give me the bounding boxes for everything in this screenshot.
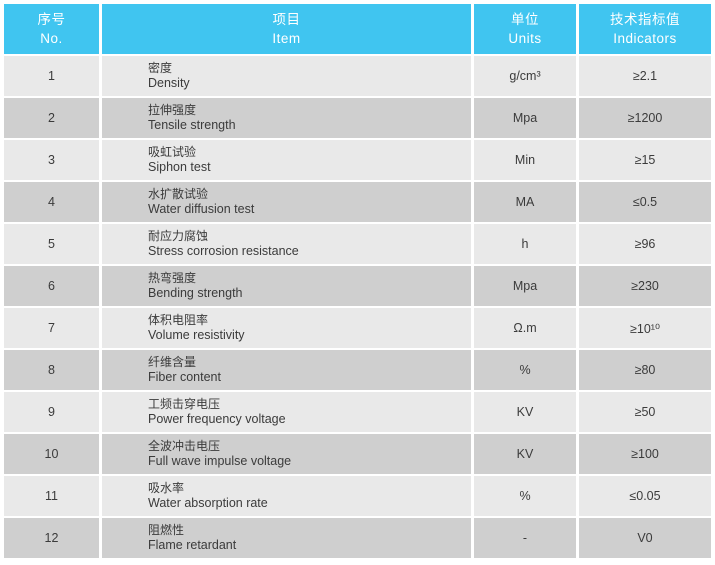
item-name-en: Density xyxy=(148,76,190,90)
row-no-cell: 11 xyxy=(4,476,99,516)
row-value-cell: ≥80 xyxy=(579,350,711,390)
row-unit-cell: KV xyxy=(474,434,576,474)
row-value-cell: ≥2.1 xyxy=(579,56,711,96)
header-units-cn: 单位 xyxy=(511,12,539,27)
row-no-cell: 10 xyxy=(4,434,99,474)
item-name-en: Water diffusion test xyxy=(148,202,255,216)
row-unit-cell: - xyxy=(474,518,576,558)
row-item-cell: 耐应力腐蚀 Stress corrosion resistance xyxy=(102,224,471,264)
row-value-cell: ≥1200 xyxy=(579,98,711,138)
row-no-cell: 3 xyxy=(4,140,99,180)
row-unit-cell: Mpa xyxy=(474,98,576,138)
row-no-cell: 7 xyxy=(4,308,99,348)
row-unit-cell: % xyxy=(474,476,576,516)
header-cell-item: 项目 Item xyxy=(102,4,471,54)
row-no-cell: 4 xyxy=(4,182,99,222)
row-no-cell: 6 xyxy=(4,266,99,306)
item-name-cn: 纤维含量 xyxy=(148,355,197,369)
header-cell-no: 序号 No. xyxy=(4,4,99,54)
item-name-cn: 水扩散试验 xyxy=(148,187,209,201)
row-item-cell: 吸水率 Water absorption rate xyxy=(102,476,471,516)
header-units-en: Units xyxy=(508,31,542,46)
item-name-en: Power frequency voltage xyxy=(148,412,286,426)
header-no-en: No. xyxy=(40,31,63,46)
row-unit-cell: % xyxy=(474,350,576,390)
row-no-cell: 2 xyxy=(4,98,99,138)
item-name-cn: 工频击穿电压 xyxy=(148,397,221,411)
row-item-cell: 拉伸强度 Tensile strength xyxy=(102,98,471,138)
item-name-cn: 全波冲击电压 xyxy=(148,439,221,453)
row-item-cell: 吸虹试验 Siphon test xyxy=(102,140,471,180)
row-item-cell: 体积电阻率 Volume resistivity xyxy=(102,308,471,348)
row-item-cell: 水扩散试验 Water diffusion test xyxy=(102,182,471,222)
header-cell-units: 单位 Units xyxy=(474,4,576,54)
row-value-cell: ≥230 xyxy=(579,266,711,306)
item-name-en: Tensile strength xyxy=(148,118,236,132)
row-value-cell: ≤0.5 xyxy=(579,182,711,222)
item-name-en: Fiber content xyxy=(148,370,221,384)
item-name-en: Full wave impulse voltage xyxy=(148,454,292,468)
item-name-cn: 体积电阻率 xyxy=(148,313,209,327)
row-value-cell: ≥10¹⁰ xyxy=(579,308,711,348)
item-name-cn: 吸虹试验 xyxy=(148,145,197,159)
row-no-cell: 9 xyxy=(4,392,99,432)
row-no-cell: 1 xyxy=(4,56,99,96)
header-no-cn: 序号 xyxy=(37,12,66,27)
row-value-cell: ≥96 xyxy=(579,224,711,264)
item-name-cn: 阻燃性 xyxy=(148,523,185,537)
row-value-cell: ≥50 xyxy=(579,392,711,432)
row-item-cell: 阻燃性 Flame retardant xyxy=(102,518,471,558)
item-name-cn: 耐应力腐蚀 xyxy=(148,229,209,243)
row-value-cell: ≥15 xyxy=(579,140,711,180)
row-unit-cell: KV xyxy=(474,392,576,432)
item-name-en: Flame retardant xyxy=(148,538,237,552)
header-indicators-cn: 技术指标值 xyxy=(610,12,680,27)
row-unit-cell: Ω.m xyxy=(474,308,576,348)
row-item-cell: 工频击穿电压 Power frequency voltage xyxy=(102,392,471,432)
row-unit-cell: Mpa xyxy=(474,266,576,306)
item-name-en: Stress corrosion resistance xyxy=(148,244,299,258)
row-item-cell: 热弯强度 Bending strength xyxy=(102,266,471,306)
row-no-cell: 5 xyxy=(4,224,99,264)
row-no-cell: 8 xyxy=(4,350,99,390)
row-item-cell: 密度 Density xyxy=(102,56,471,96)
row-no-cell: 12 xyxy=(4,518,99,558)
header-indicators-en: Indicators xyxy=(613,31,677,46)
row-value-cell: ≤0.05 xyxy=(579,476,711,516)
item-name-cn: 吸水率 xyxy=(148,481,185,495)
header-item-cn: 项目 xyxy=(272,12,301,27)
item-name-cn: 密度 xyxy=(148,61,173,75)
row-item-cell: 全波冲击电压 Full wave impulse voltage xyxy=(102,434,471,474)
spec-table-grid: 序号 No. 项目 Item 单位 Units 技术指标值 Indicators… xyxy=(4,4,711,558)
header-item-en: Item xyxy=(272,31,301,46)
item-name-en: Volume resistivity xyxy=(148,328,245,342)
header-cell-indicators: 技术指标值 Indicators xyxy=(579,4,711,54)
item-name-en: Siphon test xyxy=(148,160,211,174)
row-unit-cell: g/cm³ xyxy=(474,56,576,96)
row-unit-cell: h xyxy=(474,224,576,264)
row-unit-cell: MA xyxy=(474,182,576,222)
item-name-en: Water absorption rate xyxy=(148,496,268,510)
item-name-cn: 拉伸强度 xyxy=(148,103,197,117)
item-name-en: Bending strength xyxy=(148,286,243,300)
row-item-cell: 纤维含量 Fiber content xyxy=(102,350,471,390)
row-value-cell: V0 xyxy=(579,518,711,558)
row-value-cell: ≥100 xyxy=(579,434,711,474)
item-name-cn: 热弯强度 xyxy=(148,271,197,285)
row-unit-cell: Min xyxy=(474,140,576,180)
